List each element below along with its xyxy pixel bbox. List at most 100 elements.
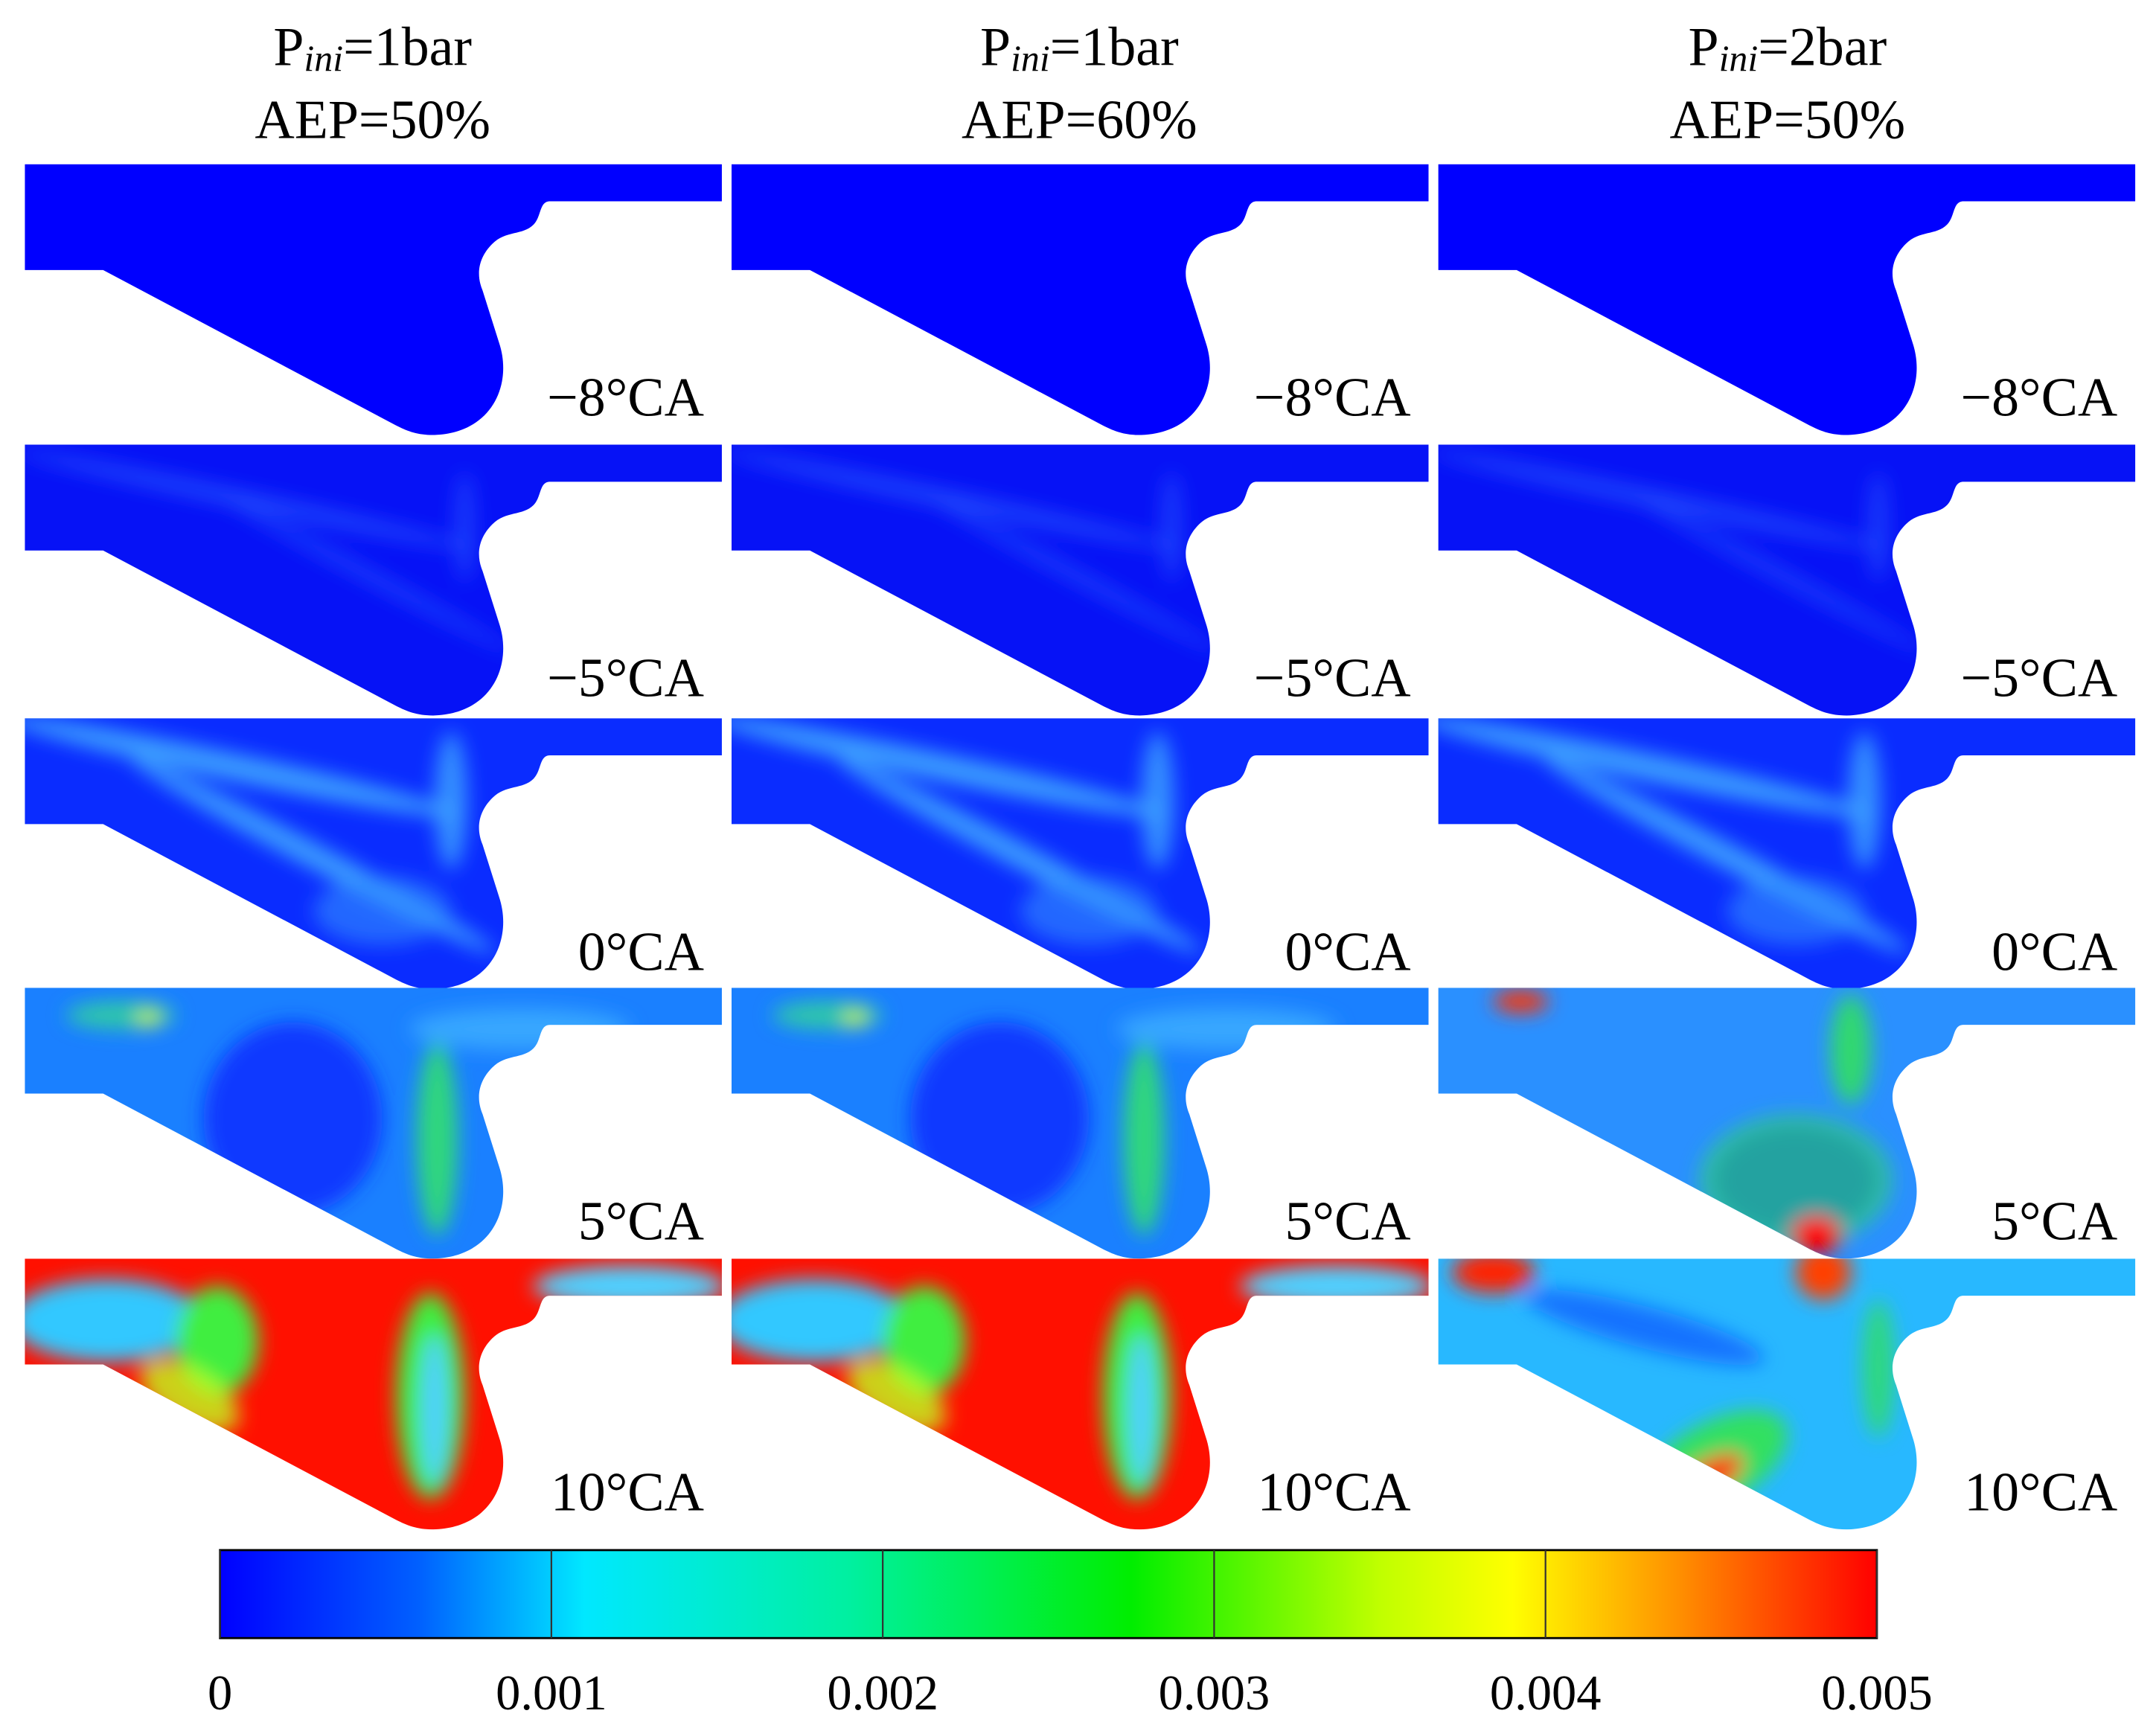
title-sub: ini — [1011, 38, 1050, 79]
title-p: P — [273, 16, 304, 77]
contour-cell: −8°CA — [731, 164, 1429, 435]
field-feature — [847, 1360, 947, 1433]
field-feature — [1848, 732, 1881, 870]
field-features — [772, 1001, 1337, 1235]
field-features — [1438, 718, 1910, 953]
field-feature — [416, 1043, 458, 1235]
field-feature — [65, 1001, 176, 1029]
field-feature — [409, 1008, 630, 1050]
title-sub: ini — [304, 38, 343, 79]
contour-cell: 0°CA — [731, 718, 1429, 990]
field-feature — [844, 1009, 866, 1027]
field-feature — [1699, 1114, 1893, 1247]
field-feature — [1160, 472, 1183, 583]
field-feature — [137, 1009, 160, 1027]
field-feature — [1123, 1043, 1165, 1235]
field-feature — [1438, 450, 1887, 549]
column-subtitle: AEP=50% — [255, 89, 490, 150]
colorbar-tick-label: 0.002 — [827, 1666, 938, 1721]
field-feature — [1867, 472, 1890, 583]
row-label: −5°CA — [1254, 647, 1411, 708]
row-label: −5°CA — [1960, 647, 2117, 708]
field-feature — [910, 1022, 1090, 1215]
field-feature — [1791, 1215, 1841, 1255]
contour-cell: 10°CA — [731, 1258, 1429, 1530]
field-feature — [1127, 1334, 1155, 1486]
colorbar — [219, 1549, 1878, 1639]
row-label: 10°CA — [1258, 1461, 1411, 1522]
colorbar-tick-label: 0.001 — [496, 1666, 607, 1721]
title-p: P — [1688, 16, 1718, 77]
row-label: −8°CA — [1254, 367, 1411, 428]
contour-cell: 10°CA — [1438, 1258, 2136, 1530]
title-sub: ini — [1719, 38, 1759, 79]
field-feature — [176, 1286, 259, 1397]
field-feature — [1493, 990, 1549, 1013]
row-label: 5°CA — [578, 1190, 704, 1251]
field-feature — [883, 1286, 965, 1397]
row-label: 10°CA — [551, 1461, 704, 1522]
colorbar-tick-label: 0.003 — [1159, 1666, 1270, 1721]
contour-cell: 5°CA — [25, 988, 722, 1259]
contour-cell: −8°CA — [1438, 164, 2136, 435]
field-features — [1438, 450, 1928, 653]
field-feature — [434, 732, 468, 870]
row-label: 0°CA — [1285, 921, 1410, 982]
contour-cell: −8°CA — [25, 164, 722, 435]
field-feature — [1020, 876, 1158, 946]
field-features — [731, 450, 1221, 653]
field-feature — [1795, 1258, 1851, 1300]
contour-cell: −5°CA — [731, 444, 1429, 716]
field-feature — [1141, 732, 1174, 870]
contour-cell: 5°CA — [731, 988, 1429, 1259]
field-feature — [731, 450, 1180, 549]
field-feature — [1438, 718, 1873, 817]
field-features — [25, 1265, 722, 1500]
contour-cell: 10°CA — [25, 1258, 722, 1530]
field-feature — [453, 472, 476, 583]
field-feature — [25, 1279, 204, 1362]
column-title: Pini=1bar — [980, 16, 1179, 79]
field-feature — [25, 718, 460, 817]
row-label: 5°CA — [1992, 1190, 2117, 1251]
colorbar-tick-label: 0 — [208, 1666, 232, 1721]
row-label: 0°CA — [578, 921, 704, 982]
field-feature — [929, 497, 1221, 653]
field-feature — [1524, 1289, 1765, 1366]
field-feature — [731, 1279, 911, 1362]
row-label: 10°CA — [1964, 1461, 2117, 1522]
field-feature — [1116, 1008, 1337, 1050]
field-feature — [731, 718, 1167, 817]
title-cond: =1bar — [343, 16, 472, 77]
field-feature — [1727, 876, 1865, 946]
field-feature — [25, 450, 474, 549]
row-label: −8°CA — [547, 367, 704, 428]
colorbar-tick-label: 0.004 — [1490, 1666, 1602, 1721]
field-feature — [1452, 1258, 1535, 1293]
column-title: Pini=2bar — [1688, 16, 1887, 79]
field-features — [731, 718, 1203, 953]
field-feature — [1636, 497, 1928, 653]
field-feature — [1861, 1299, 1895, 1438]
field-feature — [533, 1265, 722, 1307]
column-subtitle: AEP=50% — [1669, 89, 1905, 150]
contour-cell: −5°CA — [1438, 444, 2136, 716]
row-label: 0°CA — [1992, 921, 2117, 982]
row-label: −5°CA — [547, 647, 704, 708]
title-cond: =1bar — [1050, 16, 1179, 77]
column-title: Pini=1bar — [273, 16, 472, 79]
contour-cell: 0°CA — [1438, 718, 2136, 990]
contour-cell: 0°CA — [25, 718, 722, 990]
column-subtitle: AEP=60% — [962, 89, 1197, 150]
field-features — [25, 718, 496, 953]
field-feature — [420, 1334, 449, 1486]
row-label: 5°CA — [1285, 1190, 1410, 1251]
field-feature — [203, 1022, 383, 1215]
field-features — [25, 450, 514, 653]
field-feature — [1240, 1265, 1429, 1307]
field-feature — [313, 876, 452, 946]
contour-cell: −5°CA — [25, 444, 722, 716]
field-feature — [140, 1360, 240, 1433]
field-features — [1493, 990, 1893, 1255]
